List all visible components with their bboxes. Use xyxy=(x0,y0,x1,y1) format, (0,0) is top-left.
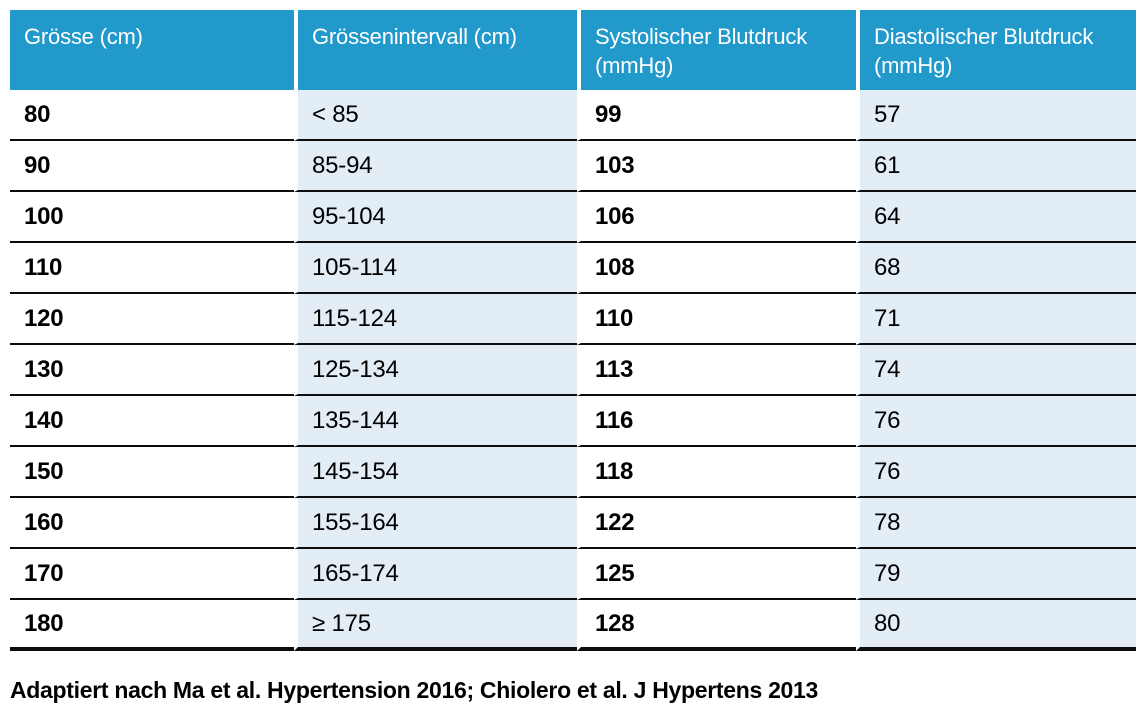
table-header-row: Grösse (cm) Grössenintervall (cm) Systol… xyxy=(10,10,1136,90)
cell-groesse: 160 xyxy=(10,498,294,549)
cell-groesse: 170 xyxy=(10,549,294,600)
cell-systolisch: 99 xyxy=(577,90,856,141)
cell-intervall: 95-104 xyxy=(294,192,577,243)
header-diastolisch: Diastolischer Blutdruck (mmHg) xyxy=(856,10,1136,90)
table-row: 150 145-154 118 76 xyxy=(10,447,1136,498)
table-row: 90 85-94 103 61 xyxy=(10,141,1136,192)
cell-intervall: 155-164 xyxy=(294,498,577,549)
table-row: 80 < 85 99 57 xyxy=(10,90,1136,141)
cell-diastolisch: 76 xyxy=(856,396,1136,447)
cell-intervall: 125-134 xyxy=(294,345,577,396)
cell-intervall: 145-154 xyxy=(294,447,577,498)
cell-intervall: ≥ 175 xyxy=(294,600,577,651)
header-groessenintervall: Grössenintervall (cm) xyxy=(294,10,577,90)
cell-diastolisch: 80 xyxy=(856,600,1136,651)
cell-groesse: 150 xyxy=(10,447,294,498)
table-row: 130 125-134 113 74 xyxy=(10,345,1136,396)
cell-groesse: 120 xyxy=(10,294,294,345)
cell-intervall: 105-114 xyxy=(294,243,577,294)
cell-intervall: 135-144 xyxy=(294,396,577,447)
cell-groesse: 90 xyxy=(10,141,294,192)
cell-groesse: 140 xyxy=(10,396,294,447)
table-row: 120 115-124 110 71 xyxy=(10,294,1136,345)
table-row: 100 95-104 106 64 xyxy=(10,192,1136,243)
table-row: 140 135-144 116 76 xyxy=(10,396,1136,447)
cell-systolisch: 108 xyxy=(577,243,856,294)
cell-intervall: 165-174 xyxy=(294,549,577,600)
cell-systolisch: 116 xyxy=(577,396,856,447)
cell-systolisch: 122 xyxy=(577,498,856,549)
cell-intervall: < 85 xyxy=(294,90,577,141)
cell-groesse: 180 xyxy=(10,600,294,651)
cell-diastolisch: 76 xyxy=(856,447,1136,498)
cell-systolisch: 110 xyxy=(577,294,856,345)
table-row: 180 ≥ 175 128 80 xyxy=(10,600,1136,651)
table-row: 170 165-174 125 79 xyxy=(10,549,1136,600)
cell-diastolisch: 64 xyxy=(856,192,1136,243)
cell-systolisch: 128 xyxy=(577,600,856,651)
cell-diastolisch: 57 xyxy=(856,90,1136,141)
table-row: 110 105-114 108 68 xyxy=(10,243,1136,294)
cell-intervall: 85-94 xyxy=(294,141,577,192)
cell-diastolisch: 61 xyxy=(856,141,1136,192)
cell-diastolisch: 68 xyxy=(856,243,1136,294)
header-groesse: Grösse (cm) xyxy=(10,10,294,90)
cell-diastolisch: 78 xyxy=(856,498,1136,549)
cell-systolisch: 118 xyxy=(577,447,856,498)
table-row: 160 155-164 122 78 xyxy=(10,498,1136,549)
blood-pressure-table: Grösse (cm) Grössenintervall (cm) Systol… xyxy=(10,10,1136,651)
cell-systolisch: 113 xyxy=(577,345,856,396)
cell-systolisch: 125 xyxy=(577,549,856,600)
header-systolisch: Systolischer Blutdruck (mmHg) xyxy=(577,10,856,90)
cell-systolisch: 106 xyxy=(577,192,856,243)
cell-diastolisch: 71 xyxy=(856,294,1136,345)
cell-intervall: 115-124 xyxy=(294,294,577,345)
cell-groesse: 110 xyxy=(10,243,294,294)
cell-diastolisch: 79 xyxy=(856,549,1136,600)
cell-diastolisch: 74 xyxy=(856,345,1136,396)
cell-groesse: 100 xyxy=(10,192,294,243)
cell-groesse: 80 xyxy=(10,90,294,141)
cell-groesse: 130 xyxy=(10,345,294,396)
cell-systolisch: 103 xyxy=(577,141,856,192)
source-caption: Adaptiert nach Ma et al. Hypertension 20… xyxy=(10,677,819,703)
